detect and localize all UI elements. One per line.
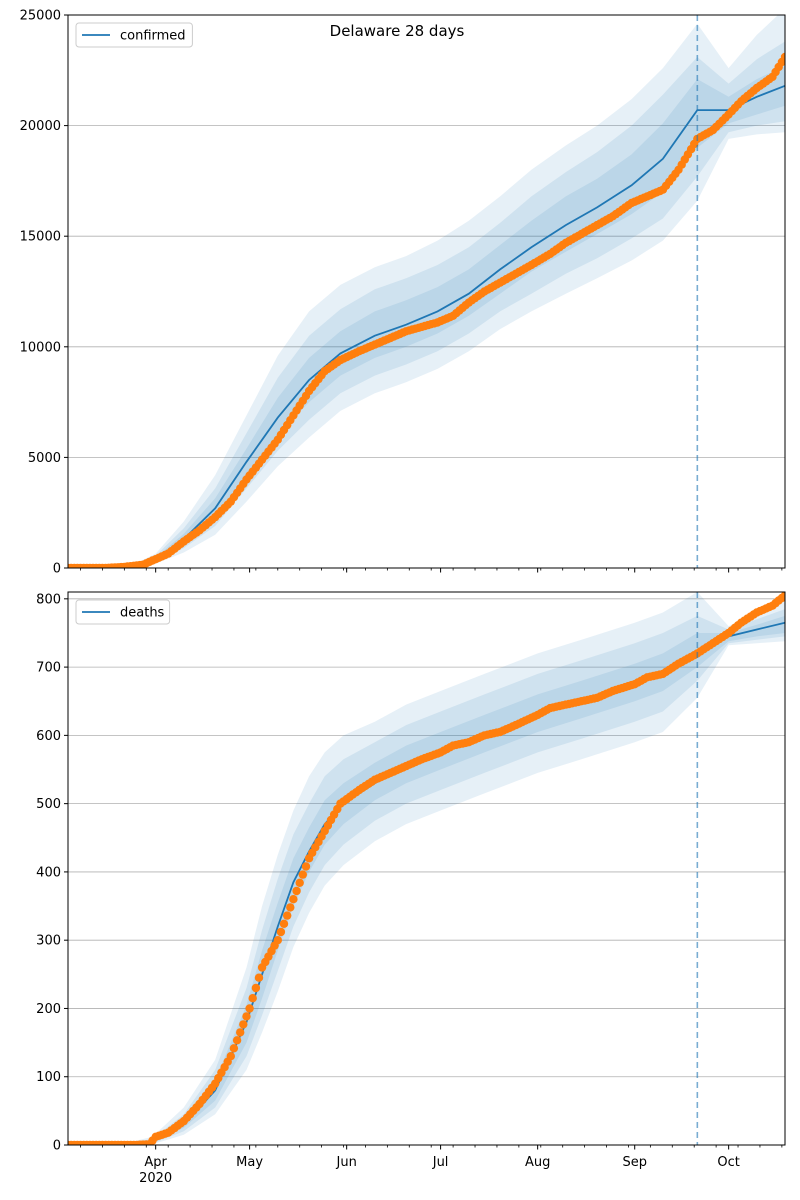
- observed-point: [292, 886, 301, 896]
- observed-point: [301, 862, 311, 871]
- x-year-label: 2020: [139, 1171, 172, 1186]
- y-tick-label: 600: [36, 729, 61, 744]
- observed-point: [248, 994, 257, 1003]
- observed-point: [295, 878, 304, 887]
- legend: deaths: [75, 599, 171, 625]
- legend-box: [75, 599, 171, 625]
- x-tick-label: Sep: [622, 1155, 647, 1170]
- legend-label: confirmed: [120, 29, 186, 44]
- y-tick-label: 100: [36, 1070, 61, 1085]
- observed-point: [289, 895, 298, 904]
- observed-point: [251, 983, 261, 993]
- legend-label: deaths: [120, 606, 165, 621]
- y-tick-label: 300: [36, 934, 61, 949]
- observed-point: [239, 1020, 248, 1029]
- legend: confirmed: [75, 22, 193, 48]
- x-tick-label: May: [236, 1155, 263, 1170]
- observed-point: [276, 927, 286, 937]
- observed-point: [232, 1036, 242, 1045]
- y-tick-label: 700: [36, 661, 61, 676]
- plot-area: [68, 592, 785, 1145]
- x-tick-label: Apr: [144, 1155, 167, 1170]
- y-tick-label: 400: [36, 865, 61, 880]
- observed-point: [254, 973, 264, 982]
- axes-frame: [67, 591, 786, 1146]
- observed-point: [245, 1004, 254, 1013]
- observed-point: [283, 911, 292, 920]
- y-tick-label: 10000: [20, 340, 61, 355]
- y-tick-label: 800: [36, 592, 61, 607]
- observed-point: [242, 1012, 251, 1021]
- observed-points-deaths: [68, 592, 785, 1145]
- observed-point: [273, 936, 282, 945]
- y-tick-label: 15000: [20, 230, 61, 245]
- x-tick-label: Jun: [336, 1155, 357, 1170]
- x-tick-label: Aug: [525, 1155, 550, 1170]
- y-tick-label: 20000: [20, 119, 61, 134]
- observed-point: [780, 52, 785, 62]
- uncertainty-band-middle: [68, 41, 785, 568]
- y-tick-label: 500: [36, 797, 61, 812]
- x-tick-label: Jul: [432, 1155, 449, 1170]
- axes-frame: [67, 14, 786, 569]
- observed-point: [298, 870, 307, 879]
- observed-point: [226, 1052, 235, 1061]
- y-tick-label: 0: [53, 562, 61, 577]
- observed-points-confirmed: [68, 52, 785, 568]
- chart-title: Delaware 28 days: [330, 22, 465, 40]
- uncertainty-band-outer: [68, 15, 785, 568]
- observed-point: [236, 1028, 245, 1037]
- x-tick-label: Oct: [717, 1155, 739, 1170]
- legend-box: [75, 22, 193, 48]
- y-tick-label: 200: [36, 1002, 61, 1017]
- y-tick-label: 25000: [20, 9, 61, 24]
- observed-point: [286, 903, 295, 912]
- observed-point: [780, 592, 785, 600]
- observed-point: [229, 1044, 239, 1053]
- confirmed-chart-panel: 0 5000 10000 15000 20000 25000 confirmed: [20, 9, 786, 577]
- plot-area: [68, 15, 785, 568]
- y-tick-label: 5000: [28, 451, 61, 466]
- observed-point: [279, 919, 289, 928]
- y-tick-label: 0: [53, 1139, 61, 1154]
